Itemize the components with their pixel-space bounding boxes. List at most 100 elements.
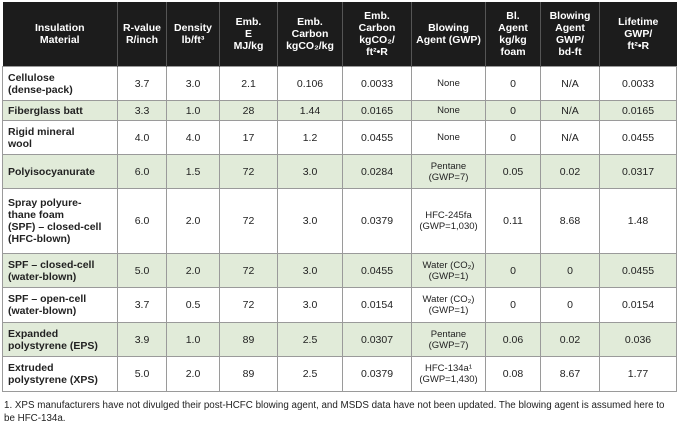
table-cell: 0 — [485, 100, 541, 121]
table-cell: 0 — [540, 287, 600, 323]
table-cell: 17 — [219, 120, 278, 155]
table-cell: 0.0165 — [599, 100, 677, 121]
table-cell: 72 — [219, 287, 278, 323]
table-cell: 2.0 — [166, 253, 220, 288]
table-cell: 0.06 — [485, 322, 541, 357]
insulation-table: Insulation Material R-value R/inch Density… — [2, 2, 677, 392]
table-cell: 0.0379 — [342, 356, 412, 392]
table-cell: 1.0 — [166, 322, 220, 357]
table-cell: 8.68 — [540, 188, 600, 254]
table-cell: 0.0455 — [599, 120, 677, 155]
table-cell: 0.0165 — [342, 100, 412, 121]
table-cell: 0.036 — [599, 322, 677, 357]
table-cell: N/A — [540, 66, 600, 101]
table-cell: 3.7 — [117, 287, 167, 323]
material-cell: Rigid mineral wool — [2, 120, 118, 155]
table-row: SPF – open-cell (water-blown) 3.7 0.5 72 3.0… — [2, 287, 677, 323]
material-cell: Extruded polystyrene (XPS) — [2, 356, 118, 392]
table-cell: HFC-134a¹ (GWP=1,430) — [411, 356, 486, 392]
table-cell: 3.0 — [277, 253, 343, 288]
material-cell: Polyisocyanurate — [2, 154, 118, 189]
material-cell: Expanded polystyrene (EPS) — [2, 322, 118, 357]
material-cell: Cellulose (dense-pack) — [2, 66, 118, 101]
column-header: Blowing Agent (GWP) — [411, 2, 486, 67]
table-row: SPF – closed-cell (water-blown) 5.0 2.0 72 3… — [2, 253, 677, 288]
table-cell: Water (CO₂) (GWP=1) — [411, 253, 486, 288]
table-row: Fiberglass batt 3.3 1.0 28 1.44 0.0165 None 0 N/… — [2, 100, 677, 121]
footnote: 1. XPS manufacturers have not divulged t… — [4, 400, 665, 424]
table-cell: 3.0 — [277, 287, 343, 323]
table-cell: Pentane (GWP=7) — [411, 154, 486, 189]
table-cell: 0.0379 — [342, 188, 412, 254]
table-cell: 1.44 — [277, 100, 343, 121]
table-cell: 0.0455 — [342, 120, 412, 155]
table-cell: 0.11 — [485, 188, 541, 254]
table-cell: 0.02 — [540, 322, 600, 357]
table-cell: 5.0 — [117, 253, 167, 288]
table-cell: 2.0 — [166, 188, 220, 254]
table-cell: N/A — [540, 100, 600, 121]
table-cell: 6.0 — [117, 154, 167, 189]
table-cell: None — [411, 100, 486, 121]
table-cell: 0.106 — [277, 66, 343, 101]
table-cell: 4.0 — [117, 120, 167, 155]
material-cell: SPF – open-cell (water-blown) — [2, 287, 118, 323]
table-cell: 0.0455 — [342, 253, 412, 288]
table-cell: 3.0 — [277, 154, 343, 189]
table-cell: 1.0 — [166, 100, 220, 121]
table-cell: 3.0 — [166, 66, 220, 101]
table-cell: 0.0154 — [342, 287, 412, 323]
table-cell: 0 — [485, 287, 541, 323]
table-cell: 0.0317 — [599, 154, 677, 189]
table-cell: 1.5 — [166, 154, 220, 189]
table-cell: 0.02 — [540, 154, 600, 189]
table-cell: 1.77 — [599, 356, 677, 392]
table-cell: 28 — [219, 100, 278, 121]
table-cell: Pentane (GWP=7) — [411, 322, 486, 357]
table-cell: N/A — [540, 120, 600, 155]
table-cell: 4.0 — [166, 120, 220, 155]
column-header: Emb. E MJ/kg — [219, 2, 278, 67]
table-cell: 0.0307 — [342, 322, 412, 357]
table-header: Insulation Material R-value R/inch Density… — [2, 2, 677, 67]
column-header: Emb. Carbon kgCO₂/ ft²•R — [342, 2, 412, 67]
table-cell: Water (CO₂) (GWP=1) — [411, 287, 486, 323]
table-cell: 8.67 — [540, 356, 600, 392]
table-cell: 2.5 — [277, 356, 343, 392]
table-cell: 0.0033 — [342, 66, 412, 101]
table-row: Extruded polystyrene (XPS) 5.0 2.0 89 2.5 0.0… — [2, 356, 677, 392]
table-cell: 89 — [219, 356, 278, 392]
table-cell: None — [411, 120, 486, 155]
column-header: Lifetime GWP/ ft²•R — [599, 2, 677, 67]
table-cell: 0 — [485, 66, 541, 101]
material-cell: Fiberglass batt — [2, 100, 118, 121]
table-cell: 3.7 — [117, 66, 167, 101]
table-row: Polyisocyanurate 6.0 1.5 72 3.0 0.0284 Pentane… — [2, 154, 677, 189]
table-cell: 2.0 — [166, 356, 220, 392]
table-cell: 1.2 — [277, 120, 343, 155]
table-cell: 72 — [219, 188, 278, 254]
table-cell: 0.0284 — [342, 154, 412, 189]
column-header: Blowing Agent GWP/ bd-ft — [540, 2, 600, 67]
table-cell: None — [411, 66, 486, 101]
table-cell: 5.0 — [117, 356, 167, 392]
table-cell: 0.5 — [166, 287, 220, 323]
table-body: Cellulose (dense-pack) 3.7 3.0 2.1 0.106 0.00… — [2, 66, 677, 392]
table-cell: 0.0154 — [599, 287, 677, 323]
table-cell: 0 — [485, 120, 541, 155]
material-cell: Spray polyure- thane foam (SPF) – closed… — [2, 188, 118, 254]
table-cell: 3.3 — [117, 100, 167, 121]
table-cell: 0.0455 — [599, 253, 677, 288]
table-cell: 0.0033 — [599, 66, 677, 101]
table-cell: 6.0 — [117, 188, 167, 254]
table-cell: 2.1 — [219, 66, 278, 101]
table-cell: 3.0 — [277, 188, 343, 254]
header-row: Insulation Material R-value R/inch Density… — [2, 2, 677, 67]
table-row: Cellulose (dense-pack) 3.7 3.0 2.1 0.106 0.00… — [2, 66, 677, 101]
column-header: R-value R/inch — [117, 2, 167, 67]
table-cell: HFC-245fa (GWP=1,030) — [411, 188, 486, 254]
table-cell: 0 — [540, 253, 600, 288]
table-cell: 72 — [219, 154, 278, 189]
column-header: Density lb/ft³ — [166, 2, 220, 67]
column-header: Insulation Material — [2, 2, 118, 67]
